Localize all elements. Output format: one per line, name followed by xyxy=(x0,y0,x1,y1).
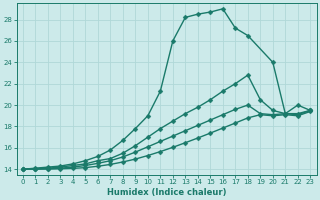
X-axis label: Humidex (Indice chaleur): Humidex (Indice chaleur) xyxy=(107,188,226,197)
